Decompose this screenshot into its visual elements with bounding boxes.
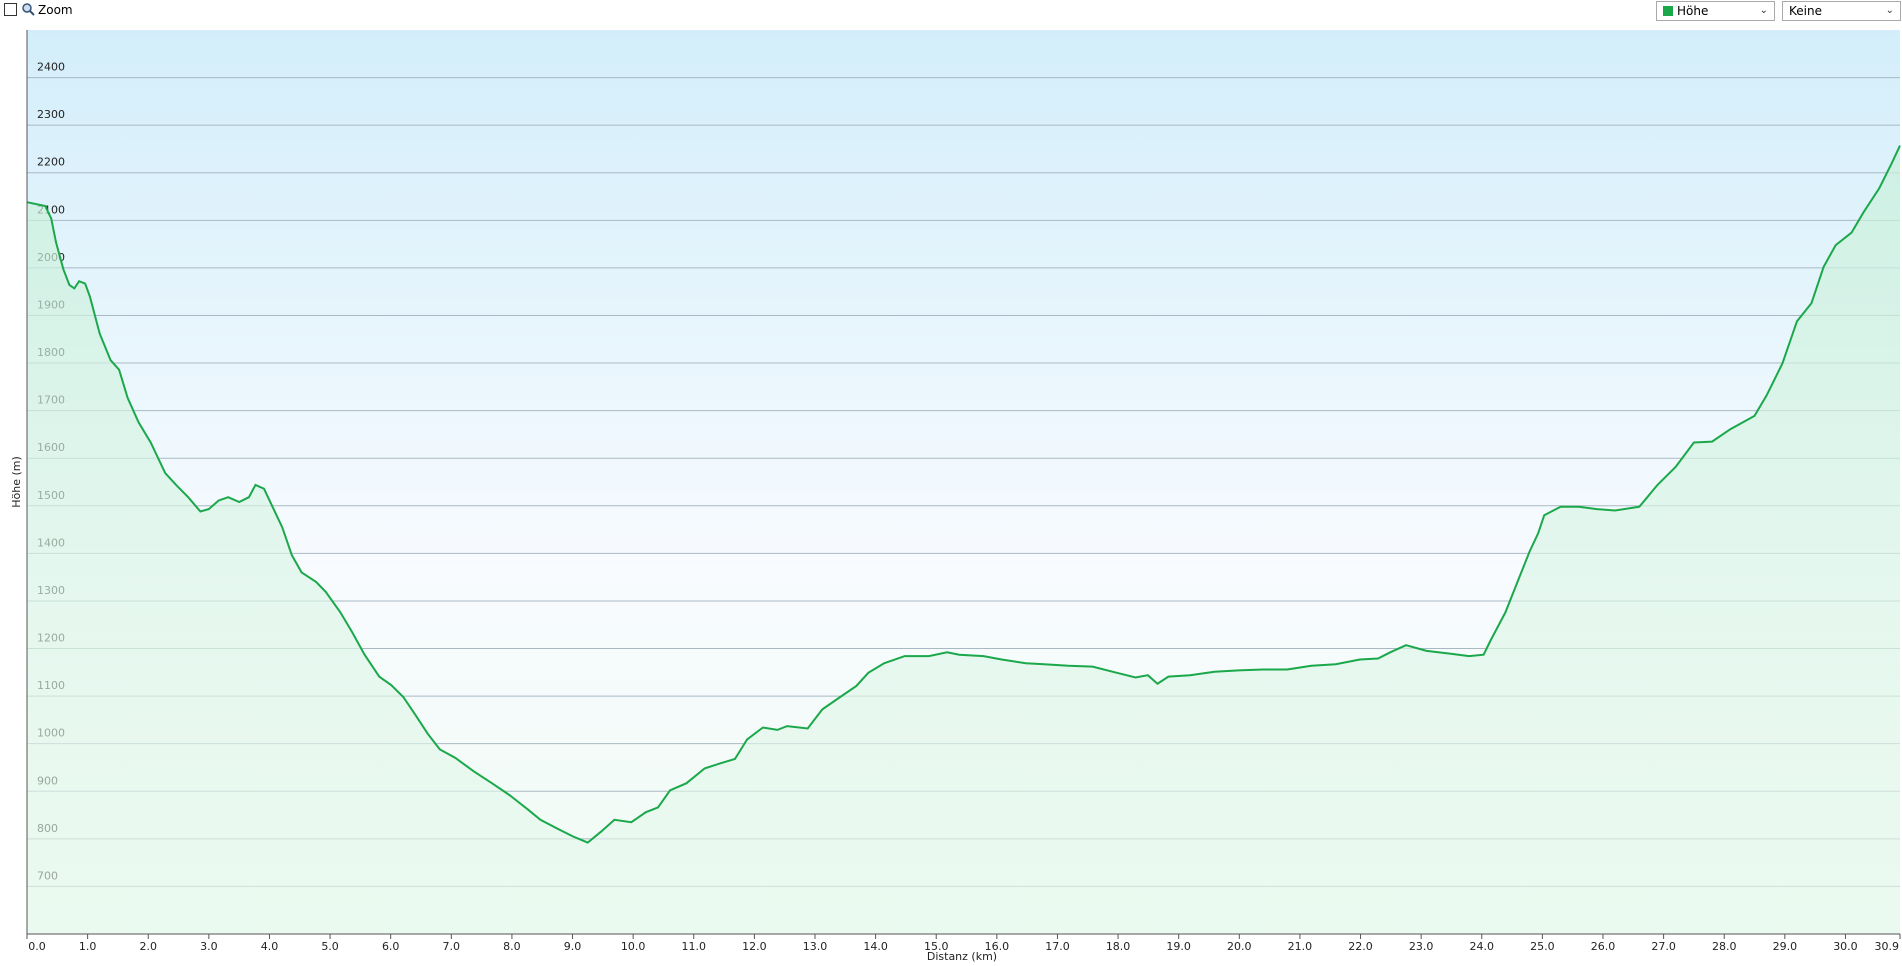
dropdown-arrow: ⌄ [1759,5,1768,16]
y-tick-label: 2200 [37,156,65,169]
x-tick-label: 10.0 [621,940,646,953]
series-select-text: Höhe [1677,4,1709,18]
second-select[interactable]: Keine ⌄ [1782,1,1901,21]
x-axis-title: Distanz (km) [927,950,997,963]
y-axis-title: Höhe (m) [10,456,23,508]
y-tick-label: 1100 [37,679,65,692]
x-tick-label: 24.0 [1470,940,1495,953]
x-tick-label: 27.0 [1651,940,1676,953]
y-tick-label: 1300 [37,584,65,597]
series-swatch [1663,6,1673,16]
x-tick-label: 3.0 [200,940,218,953]
y-tick-label: 700 [37,869,58,882]
dropdown-arrow: ⌄ [1885,5,1894,16]
y-tick-label: 1500 [37,489,65,502]
series-select[interactable]: Höhe ⌄ [1656,1,1775,21]
y-tick-label: 1800 [37,346,65,359]
y-tick-label: 2000 [37,251,65,264]
x-tick-label: 25.0 [1530,940,1555,953]
x-tick-label: 0.0 [28,940,46,953]
x-tick-label: 30.0 [1833,940,1858,953]
y-tick-label: 1600 [37,441,65,454]
x-tick-label: 13.0 [803,940,828,953]
plot-background [27,30,1900,934]
x-tick-label: 1.0 [79,940,97,953]
x-tick-label: 16.0 [985,940,1010,953]
x-tick-label: 11.0 [682,940,707,953]
x-tick-label: 6.0 [382,940,400,953]
zoom-checkbox[interactable] [4,3,17,16]
y-tick-label: 1000 [37,727,65,740]
x-tick-label: 15.0 [924,940,949,953]
x-tick-label: 18.0 [1106,940,1131,953]
x-tick-label: 5.0 [321,940,339,953]
x-tick-label: 4.0 [261,940,279,953]
x-tick-label: 19.0 [1166,940,1191,953]
x-tick-label: 17.0 [1045,940,1070,953]
zoom-label[interactable]: Zoom [38,3,73,17]
area-fill [27,145,1900,935]
y-tick-label: 800 [37,822,58,835]
y-tick-label: 2100 [37,203,65,216]
second-select-text: Keine [1789,4,1822,18]
x-tick-label: 7.0 [443,940,461,953]
x-tick-label: 28.0 [1712,940,1737,953]
zoom-icon [22,3,35,16]
y-tick-label: 2400 [37,61,65,74]
x-tick-label: 14.0 [863,940,888,953]
x-tick-label: 29.0 [1773,940,1798,953]
y-tick-label: 900 [37,774,58,787]
y-tick-label: 1400 [37,536,65,549]
y-tick-label: 2300 [37,108,65,121]
x-tick-label: 12.0 [742,940,767,953]
x-tick-label: 26.0 [1591,940,1616,953]
y-tick-label: 1900 [37,298,65,311]
x-tick-label: 2.0 [139,940,157,953]
x-tick-label: 21.0 [1288,940,1313,953]
x-tick-label: 8.0 [503,940,521,953]
elevation-line [26,145,1901,844]
x-tick-label: 20.0 [1227,940,1252,953]
y-tick-label: 1700 [37,394,65,407]
x-tick-label: 30.9 [1875,940,1900,953]
x-tick-label: 22.0 [1348,940,1373,953]
x-tick-label: 23.0 [1409,940,1434,953]
y-tick-label: 1200 [37,632,65,645]
x-tick-label: 9.0 [564,940,582,953]
